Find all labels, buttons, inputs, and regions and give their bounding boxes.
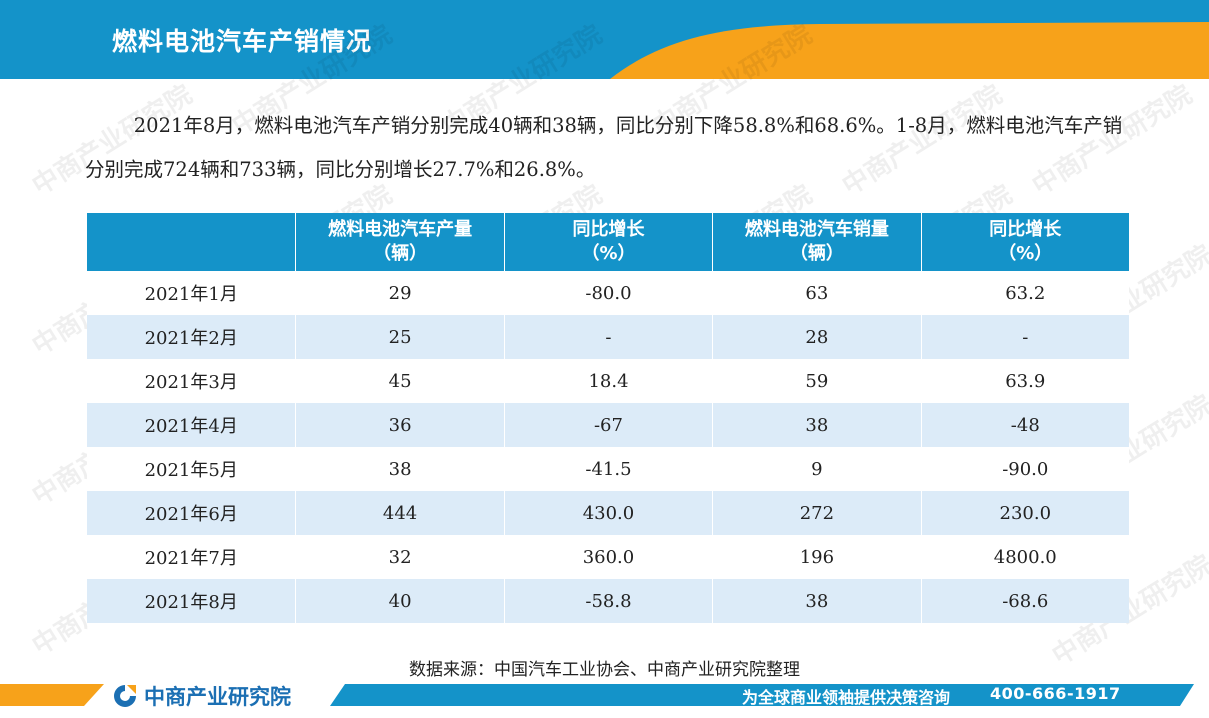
header-cell-sales-yoy: 同比增长 （%） [920,213,1129,271]
cell-month: 2021年1月 [87,271,296,315]
company-logo-icon [114,685,136,707]
cell-production: 32 [295,535,504,579]
cell-production-yoy: -80.0 [503,271,713,315]
table-row: 2021年6月 444 430.0 272 230.0 [87,491,1129,535]
cell-production: 444 [295,491,504,535]
cell-production-yoy: 430.0 [503,491,713,535]
header-unit: （辆） [789,243,844,264]
header-cell-production-yoy: 同比增长 （%） [503,213,713,271]
header-unit: （%） [998,243,1053,264]
header-label: 燃料电池汽车产量 [328,219,473,240]
cell-sales: 28 [712,315,921,359]
cell-production: 40 [295,579,504,623]
cell-production-yoy: 18.4 [503,359,713,403]
cell-production-yoy: - [503,315,713,359]
logo-text: 中商产业研究院 [144,685,291,709]
table-row: 2021年3月 45 18.4 59 63.9 [87,359,1129,403]
cell-month: 2021年5月 [87,447,296,491]
source-note: 数据来源：中国汽车工业协会、中商产业研究院整理 [409,660,800,680]
intro-paragraph: 2021年8月，燃料电池汽车产销分别完成40辆和38辆，同比分别下降58.8%和… [85,114,1123,181]
cell-sales-yoy: -90.0 [920,447,1129,491]
cell-production: 29 [295,271,504,315]
cell-production: 38 [295,447,504,491]
cell-month: 2021年3月 [87,359,296,403]
header-unit: （辆） [373,243,428,264]
cell-sales-yoy: -68.6 [920,579,1129,623]
footer-slogan: 为全球商业领袖提供决策咨询 [742,688,951,707]
header-banner: 燃料电池汽车产销情况 [0,0,1209,79]
cell-sales: 9 [712,447,921,491]
cell-production-yoy: -67 [503,403,713,447]
cell-month: 2021年7月 [87,535,296,579]
header-label: 燃料电池汽车销量 [744,219,889,240]
table-row: 2021年2月 25 - 28 - [87,315,1129,359]
cell-sales: 272 [712,491,921,535]
cell-sales-yoy: 4800.0 [920,535,1129,579]
cell-production: 45 [295,359,504,403]
header-label: 同比增长 [989,219,1062,240]
header-background [0,0,1209,79]
footer-bar [0,680,1209,718]
footer-background [0,684,1194,706]
cell-sales: 63 [712,271,921,315]
cell-sales-yoy: 230.0 [920,491,1129,535]
footer-phone: 400-666-1917 [990,684,1121,703]
cell-sales: 196 [712,535,921,579]
cell-sales: 59 [712,359,921,403]
header-unit: （%） [581,243,636,264]
header-label: 同比增长 [572,219,645,240]
table-header-row: 燃料电池汽车产量 （辆） 同比增长 （%） 燃料电池汽车销量 （辆） 同比增长 … [87,213,1129,271]
cell-sales-yoy: 63.2 [920,271,1129,315]
table-row: 2021年1月 29 -80.0 63 63.2 [87,271,1129,315]
table-row: 2021年4月 36 -67 38 -48 [87,403,1129,447]
cell-month: 2021年8月 [87,579,296,623]
production-sales-table: 燃料电池汽车产量 （辆） 同比增长 （%） 燃料电池汽车销量 （辆） 同比增长 … [87,213,1129,623]
header-cell-sales: 燃料电池汽车销量 （辆） [712,213,921,271]
cell-sales: 38 [712,579,921,623]
table-row: 2021年8月 40 -58.8 38 -68.6 [87,579,1129,623]
header-cell-month [87,213,296,271]
cell-sales-yoy: 63.9 [920,359,1129,403]
cell-month: 2021年2月 [87,315,296,359]
table-row: 2021年7月 32 360.0 196 4800.0 [87,535,1129,579]
cell-production-yoy: -41.5 [503,447,713,491]
cell-production: 25 [295,315,504,359]
cell-sales-yoy: - [920,315,1129,359]
cell-sales: 38 [712,403,921,447]
header-cell-production: 燃料电池汽车产量 （辆） [295,213,504,271]
footer-logo: 中商产业研究院 [112,683,291,709]
cell-production-yoy: -58.8 [503,579,713,623]
cell-month: 2021年6月 [87,491,296,535]
cell-production: 36 [295,403,504,447]
cell-sales-yoy: -48 [920,403,1129,447]
cell-production-yoy: 360.0 [503,535,713,579]
table-row: 2021年5月 38 -41.5 9 -90.0 [87,447,1129,491]
page-title: 燃料电池汽车产销情况 [112,27,373,56]
cell-month: 2021年4月 [87,403,296,447]
